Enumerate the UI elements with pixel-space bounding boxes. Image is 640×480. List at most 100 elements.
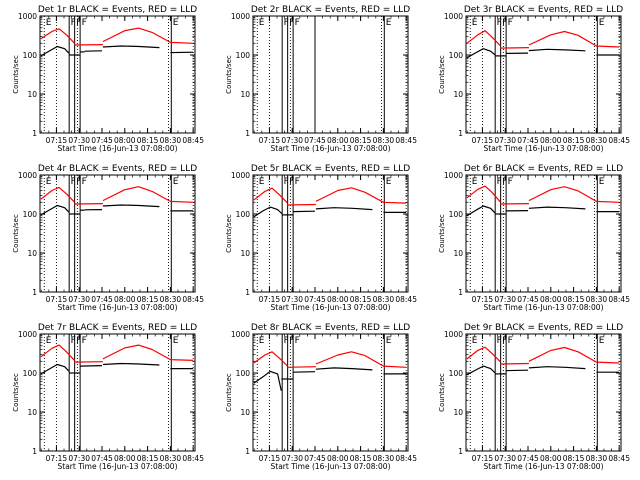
series-line-lld (315, 351, 407, 368)
x-axis-label: Start Time (16-Jun-13 07:08:00) (271, 144, 391, 153)
x-tick-label: 07:15 (46, 136, 68, 145)
x-axis-label: Start Time (16-Jun-13 07:08:00) (484, 303, 604, 312)
x-axis-label: Start Time (16-Jun-13 07:08:00) (271, 303, 391, 312)
series-line-events (293, 371, 316, 373)
event-marker-label: F (289, 177, 294, 187)
x-tick-label: 08:00 (114, 454, 136, 463)
y-tick-label: 1 (245, 288, 250, 297)
x-axis-label: Start Time (16-Jun-13 07:08:00) (58, 462, 178, 471)
event-marker-label: E (472, 336, 478, 346)
y-tick-label: 10 (27, 408, 37, 417)
event-marker-label: F (71, 336, 76, 346)
y-axis-label: Counts/sec (12, 55, 20, 94)
x-tick-label: 08:15 (137, 136, 159, 145)
panel-6: Det 6r BLACK = Events, RED = LLD 1 10 100 10… (438, 164, 630, 312)
x-tick-label: 08:30 (373, 454, 395, 463)
x-tick-label: 08:00 (327, 136, 349, 145)
x-tick-label: 07:30 (281, 136, 303, 145)
event-marker-label: E (46, 177, 52, 187)
x-axis-label: Start Time (16-Jun-13 07:08:00) (271, 462, 391, 471)
x-tick-label: 08:45 (608, 295, 630, 304)
panel-7: Det 7r BLACK = Events, RED = LLD 1 10 100 10… (12, 323, 204, 471)
x-axis-label: Start Time (16-Jun-13 07:08:00) (484, 144, 604, 153)
event-marker-label: F (289, 336, 294, 346)
series-line-events (253, 370, 282, 391)
x-axis-label: Start Time (16-Jun-13 07:08:00) (484, 462, 604, 471)
x-tick-label: 08:45 (182, 136, 204, 145)
series-line-lld (528, 30, 620, 48)
y-axis-label: Counts/sec (225, 214, 233, 253)
series-line-lld (40, 344, 76, 361)
series-line-lld (40, 186, 76, 203)
event-marker-label: F (508, 177, 513, 187)
x-tick-label: 08:45 (182, 454, 204, 463)
x-tick-label: 08:15 (350, 295, 372, 304)
y-tick-label: 10 (27, 90, 37, 99)
series-line-events (102, 45, 160, 49)
series-line-events (40, 204, 70, 216)
event-marker-label: F (76, 177, 81, 187)
series-line-events (40, 45, 70, 57)
panel-title: Det 9r BLACK = Events, RED = LLD (464, 323, 623, 333)
y-tick-label: 10 (27, 249, 37, 258)
y-tick-label: 1000 (231, 330, 250, 339)
y-tick-label: 10 (240, 90, 250, 99)
event-marker-label: F (71, 177, 76, 187)
y-axis-label: Counts/sec (438, 55, 446, 94)
series-line-lld (315, 187, 407, 204)
event-marker-label: E (46, 336, 52, 346)
x-tick-label: 08:15 (137, 295, 159, 304)
y-tick-label: 1000 (444, 330, 463, 339)
event-marker-label: E (173, 18, 179, 28)
x-tick-label: 07:15 (259, 454, 281, 463)
series-line-lld (253, 187, 289, 204)
series-line-events (528, 48, 586, 52)
event-marker-label: E (259, 177, 265, 187)
y-tick-label: 1000 (18, 12, 37, 21)
series-line-lld (528, 186, 620, 203)
event-marker-label: F (295, 177, 300, 187)
x-tick-label: 08:00 (327, 295, 349, 304)
series-line-events (102, 204, 160, 208)
y-tick-label: 1000 (231, 171, 250, 180)
event-marker-label: F (284, 336, 289, 346)
panel-8: Det 8r BLACK = Events, RED = LLD 1 10 100 10… (225, 323, 417, 471)
x-tick-label: 08:45 (182, 295, 204, 304)
x-tick-label: 07:30 (281, 295, 303, 304)
event-marker-label: E (472, 18, 478, 28)
x-tick-label: 08:30 (160, 295, 182, 304)
y-tick-label: 1 (458, 447, 463, 456)
x-tick-label: 08:30 (586, 136, 608, 145)
x-tick-label: 08:30 (160, 136, 182, 145)
y-tick-label: 1000 (444, 12, 463, 21)
event-marker-label: F (284, 177, 289, 187)
x-tick-label: 07:45 (91, 295, 113, 304)
y-tick-label: 10 (453, 90, 463, 99)
event-marker-label: E (386, 18, 392, 28)
x-tick-label: 07:15 (46, 295, 68, 304)
series-line-lld (287, 203, 316, 206)
x-tick-label: 07:45 (304, 454, 326, 463)
x-tick-label: 08:30 (373, 295, 395, 304)
series-line-lld (466, 30, 502, 47)
event-marker-label: F (497, 18, 502, 28)
series-line-lld (500, 47, 529, 49)
panel-3: Det 3r BLACK = Events, RED = LLD 1 10 100 10… (438, 5, 630, 153)
x-tick-label: 08:45 (608, 136, 630, 145)
x-tick-label: 07:30 (494, 454, 516, 463)
x-tick-label: 08:45 (395, 295, 417, 304)
y-axis-label: Counts/sec (438, 214, 446, 253)
panel-title: Det 3r BLACK = Events, RED = LLD (464, 5, 623, 15)
y-tick-label: 10 (240, 249, 250, 258)
x-tick-label: 08:15 (350, 136, 372, 145)
x-tick-label: 08:15 (563, 454, 585, 463)
y-tick-label: 1 (245, 447, 250, 456)
panel-title: Det 2r BLACK = Events, RED = LLD (251, 5, 410, 15)
event-marker-label: E (599, 18, 605, 28)
panel-title: Det 4r BLACK = Events, RED = LLD (38, 164, 197, 174)
panel-title: Det 7r BLACK = Events, RED = LLD (38, 323, 197, 333)
panel-1: Det 1r BLACK = Events, RED = LLD 1 10 100 10… (12, 5, 204, 153)
y-tick-label: 1 (32, 129, 37, 138)
series-line-events (315, 367, 373, 371)
panel-title: Det 5r BLACK = Events, RED = LLD (251, 164, 410, 174)
